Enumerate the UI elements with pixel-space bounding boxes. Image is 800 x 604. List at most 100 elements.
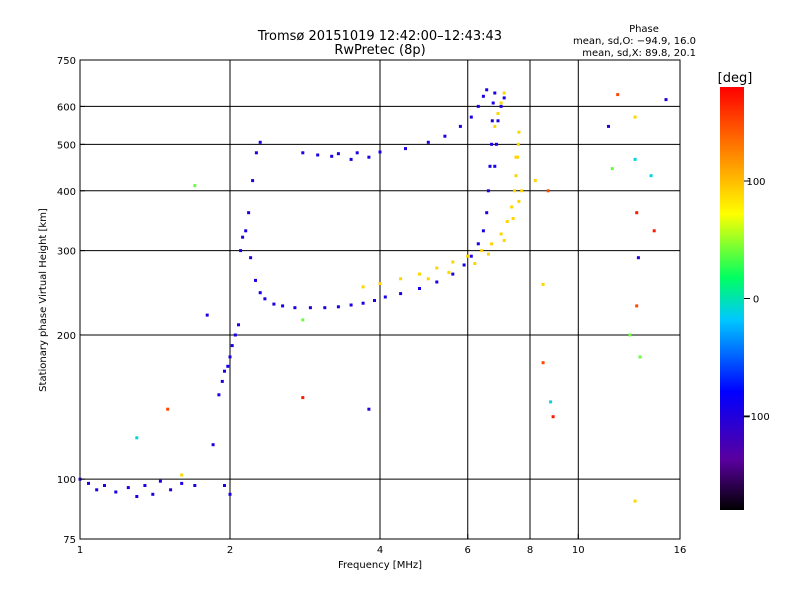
data-point-scattered [616,93,620,97]
data-point-x [361,285,365,289]
x-axis-ticks: 1 2 4 6 8 10 16 [77,534,687,556]
stats-line-x: mean, sd,X: 89.8, 20.1 [582,48,696,59]
data-point-o [373,299,376,302]
data-point-o [349,157,353,161]
data-point-x [514,174,518,178]
colorbar-unit: [deg] [718,71,753,86]
data-point-o [323,306,327,310]
data-point-o [476,104,480,108]
data-point-scattered [193,184,197,188]
data-point-x [418,272,421,276]
colorbar-ticks: 100 0 −100 [742,177,769,423]
data-point-scattered [635,211,639,215]
y-tick-label: 750 [57,56,76,67]
data-point-x [466,254,470,258]
data-point-x [451,260,455,264]
data-point-o [151,492,155,496]
data-point-o [226,364,230,368]
data-point-scattered [628,333,632,337]
x-tick-label: 8 [527,545,533,556]
data-point-o [230,344,234,348]
data-point-o [301,151,305,155]
data-point-x [480,249,484,253]
data-point-o [87,481,90,485]
data-points [78,88,668,503]
data-point-o [404,147,407,151]
colorbar-tick-label: 100 [746,177,765,188]
data-point-o [281,304,285,308]
data-point-scattered [546,189,550,193]
data-point-o [95,488,99,492]
data-point-o [435,280,439,284]
data-point-o [254,278,257,282]
data-point-o [114,490,118,494]
data-point-o [491,101,495,105]
data-point-x [505,220,509,223]
data-point-x [499,101,503,105]
data-point-scattered [135,436,139,440]
data-point-o [336,152,340,156]
data-point-o [469,254,473,258]
data-point-o [493,91,497,95]
data-point-o [485,88,489,92]
y-tick-label: 100 [57,475,76,486]
data-point-o [481,229,485,233]
data-point-o [211,443,215,447]
data-point-scattered [633,499,637,503]
data-point-x [486,252,490,256]
grid-lines [80,60,680,539]
data-point-scattered [541,361,545,365]
data-point-scattered [636,256,640,260]
colorbar [720,87,744,510]
data-point-o [169,488,173,492]
data-point-scattered [652,229,656,233]
data-point-o [355,151,359,155]
data-point-x [399,277,403,281]
data-point-scattered [635,304,639,308]
data-point-o [239,249,243,253]
data-point-o [499,104,503,108]
y-tick-label: 400 [57,187,76,198]
data-point-x [493,124,497,128]
data-point-scattered [205,313,209,317]
y-tick-label: 600 [57,102,76,113]
data-point-o [158,479,162,483]
chart-subtitle: RwPretec (8p) [334,43,425,58]
data-point-scattered [633,157,637,161]
data-point-o [258,140,262,144]
data-point-o [458,124,462,128]
data-point-o [330,154,334,158]
data-point-o [418,287,421,290]
data-point-x [502,91,506,95]
data-point-scattered [607,124,610,128]
stats-line-o: mean, sd,O: −94.9, 16.0 [573,36,696,47]
data-point-x [435,266,439,270]
x-tick-label: 16 [674,545,687,556]
x-tick-label: 1 [77,545,83,556]
data-point-scattered [664,98,668,102]
data-point-x [511,217,515,220]
data-point-scattered [166,407,170,411]
data-point-o [481,94,485,98]
data-point-o [426,140,430,144]
data-point-o [249,256,253,260]
data-point-x [473,262,477,265]
data-point-o [383,295,387,299]
y-axis-ticks: 75 100 200 300 400 500 600 750 [57,56,85,546]
stats-heading: Phase [629,24,659,35]
data-point-x [378,282,382,286]
data-point-scattered [549,400,553,404]
data-point-o [193,484,197,487]
data-point-o [399,292,403,296]
data-point-o [244,229,248,233]
data-point-scattered [367,407,371,411]
colorbar-tick-label: −100 [742,412,769,423]
y-tick-label: 500 [57,140,76,151]
data-point-scattered [301,318,305,322]
y-tick-label: 300 [57,247,76,258]
colorbar-tick-label: 0 [753,295,759,306]
data-point-o [258,291,262,295]
data-point-x [513,189,517,193]
data-point-o [228,492,232,496]
data-point-x [517,130,521,134]
